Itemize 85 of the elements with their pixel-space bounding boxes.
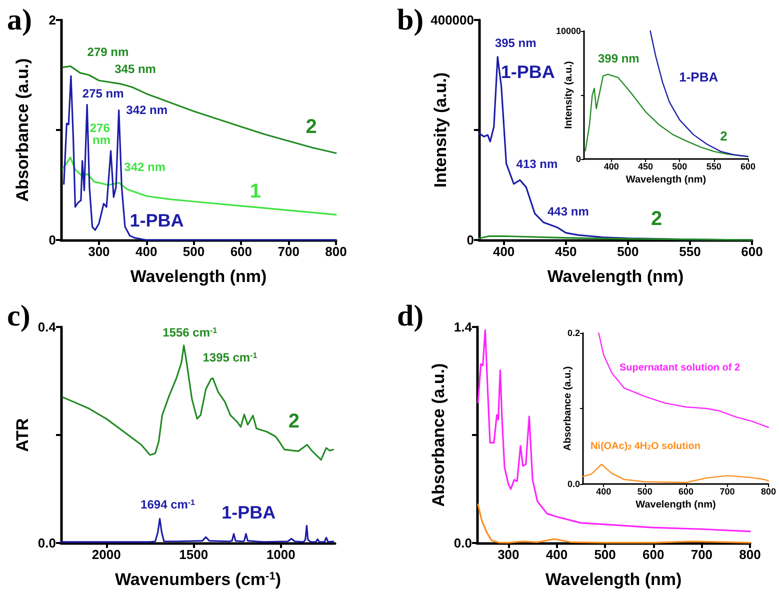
- line-series: [62, 156, 337, 216]
- annotation: 399 nm: [598, 52, 640, 66]
- annotation: 342 nm: [126, 103, 168, 118]
- y-axis-title: ATR: [13, 418, 32, 452]
- y-axis-title: Intensity (a.u.): [431, 72, 450, 188]
- x-tick-label: 600: [642, 547, 664, 562]
- y-tick-label: 0: [466, 232, 474, 248]
- x-tick-label: 1000: [266, 547, 296, 562]
- x-axis-title: Wavelength (nm): [130, 267, 267, 286]
- y-axis-title: Absorbance (a.u.): [13, 58, 32, 202]
- x-tick-label: 600: [740, 162, 756, 172]
- x-tick-label: 450: [555, 244, 577, 259]
- x-tick-label: 550: [679, 244, 701, 259]
- annotation: 342 nm: [124, 160, 166, 174]
- annotation: 395 nm: [494, 36, 536, 50]
- line-series: [63, 75, 337, 241]
- x-tick-label: 500: [594, 547, 616, 562]
- chart-title: c): [7, 300, 30, 332]
- x-tick-label: 800: [739, 547, 761, 562]
- annotation: 413 nm: [516, 157, 558, 172]
- x-tick-label: 400: [596, 486, 612, 496]
- series-label: 1: [250, 180, 262, 203]
- x-axis-title: Wavelength (nm): [626, 174, 706, 186]
- x-tick-label: 600: [230, 244, 252, 259]
- annotation: 275 nm: [82, 86, 124, 101]
- annotation: 276 nm: [90, 121, 114, 147]
- x-tick-label: 500: [182, 244, 205, 259]
- x-tick-label: 400: [546, 547, 568, 562]
- series-label: 2: [650, 208, 662, 230]
- y-tick-label: 10000: [556, 26, 581, 36]
- line-series: [584, 74, 749, 158]
- x-tick-label: 700: [720, 486, 735, 496]
- line-series: [62, 344, 334, 461]
- line-series: [650, 30, 749, 158]
- annotation: 443 nm: [548, 204, 589, 218]
- annotation: 279 nm: [87, 45, 129, 59]
- series-label: Supernatant solution of 2: [619, 362, 740, 374]
- x-tick-label: 550: [706, 162, 722, 172]
- x-tick-label: 500: [617, 244, 639, 259]
- y-tick-label: 2: [48, 12, 56, 28]
- x-tick-label: 600: [741, 244, 763, 259]
- x-tick-label: 400: [604, 162, 619, 172]
- x-tick-label: 400: [135, 244, 158, 259]
- y-tick-label: 0: [576, 154, 581, 164]
- x-tick-label: 500: [637, 486, 652, 496]
- y-tick-label: 0.0: [38, 536, 56, 550]
- x-axis-title: Wavelength (nm): [545, 570, 682, 589]
- annotation: 345 nm: [114, 62, 156, 76]
- x-tick-label: 800: [325, 244, 347, 259]
- x-tick-label: 800: [760, 486, 776, 496]
- series-label: 2: [306, 116, 317, 138]
- x-tick-label: 2000: [92, 547, 121, 562]
- chart-title: a): [7, 4, 32, 36]
- x-tick-label: 700: [690, 547, 713, 562]
- y-axis-title: Absorbance (a.u.): [429, 363, 448, 507]
- series-label: 1-PBA: [500, 62, 555, 82]
- x-tick-label: 700: [278, 244, 300, 259]
- y-tick-label: 0.0: [567, 479, 580, 489]
- y-axis-title: Intensity (a.u.): [564, 61, 574, 129]
- y-tick-label: 0.4: [38, 320, 57, 334]
- chart-title: b): [397, 4, 424, 36]
- y-tick-label: 0.2: [567, 328, 580, 338]
- x-tick-label: 450: [638, 162, 654, 172]
- x-tick-label: 400: [492, 244, 515, 259]
- chart-title: d): [397, 300, 424, 332]
- y-tick-label: 0.0: [454, 536, 472, 550]
- series-label: 2: [720, 128, 728, 144]
- x-axis-title: Wavelength (nm): [547, 267, 684, 286]
- x-tick-label: 300: [498, 547, 520, 562]
- y-tick-label: 0: [48, 232, 56, 248]
- x-axis-title: Wavelength (nm): [636, 500, 716, 510]
- x-tick-label: 600: [678, 486, 694, 496]
- x-tick-label: 1500: [179, 547, 208, 562]
- line-series: [598, 332, 770, 428]
- series-label: 1-PBA: [679, 69, 719, 84]
- y-axis-title: Absorbance (a.u.): [562, 366, 574, 451]
- x-tick-label: 500: [672, 162, 688, 172]
- series-label: 1-PBA: [222, 502, 276, 522]
- x-tick-label: 300: [88, 244, 110, 259]
- series-label: 1-PBA: [130, 210, 184, 230]
- line-series: [62, 65, 337, 154]
- y-tick-label: 400000: [430, 12, 474, 28]
- line-series: [477, 329, 751, 532]
- y-tick-label: 1.4: [454, 320, 473, 334]
- series-label: 2: [288, 410, 300, 433]
